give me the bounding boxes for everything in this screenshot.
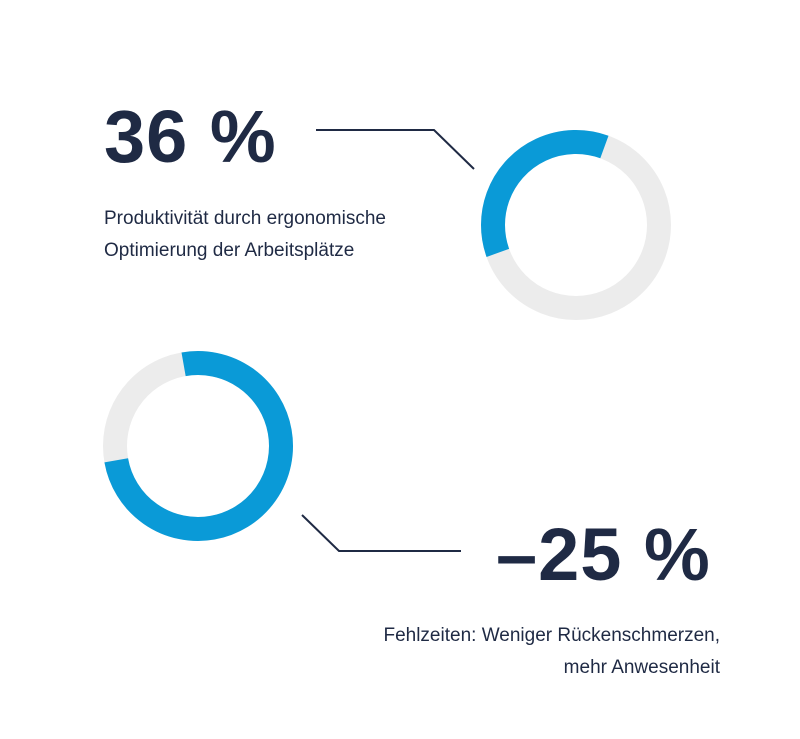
description-line: mehr Anwesenheit [563, 657, 720, 678]
description-line: Fehlzeiten: Weniger Rückenschmerzen, [383, 625, 720, 646]
stat-description-productivity: Produktivität durch ergonomische Optimie… [104, 203, 386, 267]
stat-description-absence: Fehlzeiten: Weniger Rückenschmerzen, meh… [320, 620, 720, 684]
connector-line-2 [301, 514, 461, 552]
connector-line-1 [316, 129, 475, 170]
description-line: Optimierung der Arbeitsplätze [104, 240, 355, 261]
description-line: Produktivität durch ergonomische [104, 208, 386, 229]
donut-segment-value [103, 351, 293, 541]
stat-value-productivity: 36 % [104, 95, 277, 178]
donut-chart-productivity [481, 130, 671, 320]
donut-chart-absence [103, 351, 293, 541]
stat-value-absence: –25 % [496, 513, 711, 596]
